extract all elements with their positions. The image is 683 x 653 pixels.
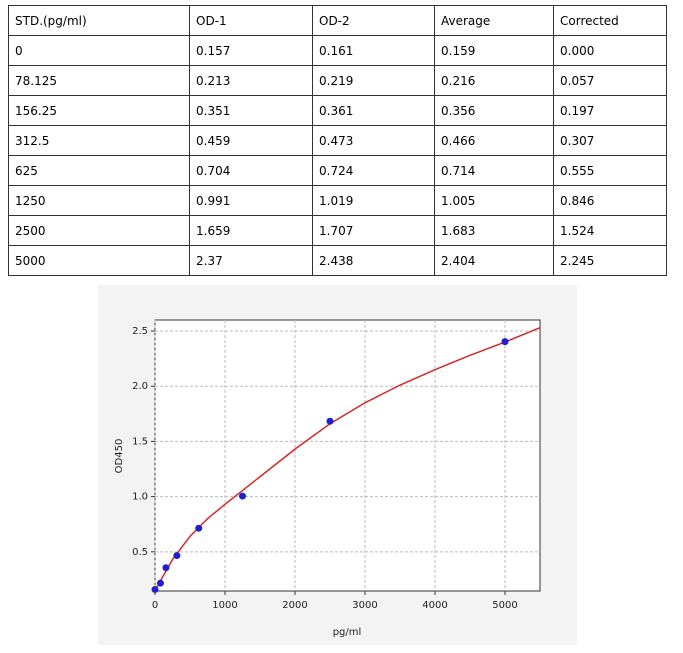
table-cell: 0.361 <box>312 95 435 126</box>
table-cell: 0.356 <box>434 95 554 126</box>
table-cell: 0.714 <box>434 155 554 186</box>
table-cell: 1250 <box>8 185 190 216</box>
table-cell: 0.161 <box>312 35 435 66</box>
table-cell: 0.846 <box>553 185 667 216</box>
table-cell: 0.219 <box>312 65 435 96</box>
table-cell: 2.404 <box>434 245 554 276</box>
table-cell: 0.216 <box>434 65 554 96</box>
fit-curve <box>154 327 541 591</box>
data-point <box>239 492 246 500</box>
table-cell: 1.524 <box>553 215 667 246</box>
table-cell: 156.25 <box>8 95 190 126</box>
y-tick-label: 1.5 <box>132 436 148 447</box>
x-tick-label: 2000 <box>282 600 307 611</box>
plot-area <box>154 319 541 592</box>
table-cell: Corrected <box>553 5 667 36</box>
table-row: 5000 2.37 2.438 2.404 2.245 <box>8 245 667 276</box>
data-point <box>326 417 334 425</box>
x-tick-label: 0 <box>152 600 158 611</box>
x-axis-label: pg/ml <box>333 627 362 638</box>
table-cell: 0.466 <box>434 125 554 156</box>
y-axis-label: OD450 <box>114 439 125 474</box>
table-cell: 5000 <box>8 245 190 276</box>
header-row: STD.(pg/ml) OD-1 OD-2 Average Corrected <box>8 5 667 36</box>
data-point <box>156 579 164 587</box>
data-point <box>162 564 170 572</box>
table-cell: 0.555 <box>553 155 667 186</box>
table-cell: OD-1 <box>189 5 313 36</box>
x-tick-label: 4000 <box>422 600 447 611</box>
table-cell: 0.704 <box>189 155 313 186</box>
y-tick-label: 2.5 <box>132 326 148 337</box>
x-tick-label: 3000 <box>352 600 377 611</box>
table-cell: 2.245 <box>553 245 667 276</box>
table-row: 0 0.157 0.161 0.159 0.000 <box>8 35 667 66</box>
y-tick-label: 2.0 <box>132 381 148 392</box>
x-tick-label: 5000 <box>492 600 517 611</box>
table-cell: STD.(pg/ml) <box>8 5 190 36</box>
table-cell: 2500 <box>8 215 190 246</box>
table-cell: 0.157 <box>189 35 313 66</box>
table-row: 156.25 0.351 0.361 0.356 0.197 <box>8 95 667 126</box>
data-point <box>501 338 509 346</box>
y-tick-label: 0.5 <box>132 547 148 558</box>
table-row: 2500 1.659 1.707 1.683 1.524 <box>8 215 667 246</box>
table-cell: 2.37 <box>189 245 313 276</box>
table-cell: 1.683 <box>434 215 554 246</box>
data-point <box>151 585 159 593</box>
data-point <box>173 552 181 560</box>
table-cell: Average <box>434 5 554 36</box>
table-cell: 0.459 <box>189 125 313 156</box>
data-point <box>195 524 203 532</box>
x-tick-label: 1000 <box>212 600 237 611</box>
data-table: STD.(pg/ml) OD-1 OD-2 Average Corrected 0 0.15… <box>8 5 667 276</box>
y-tick-label: 1.0 <box>132 492 148 503</box>
